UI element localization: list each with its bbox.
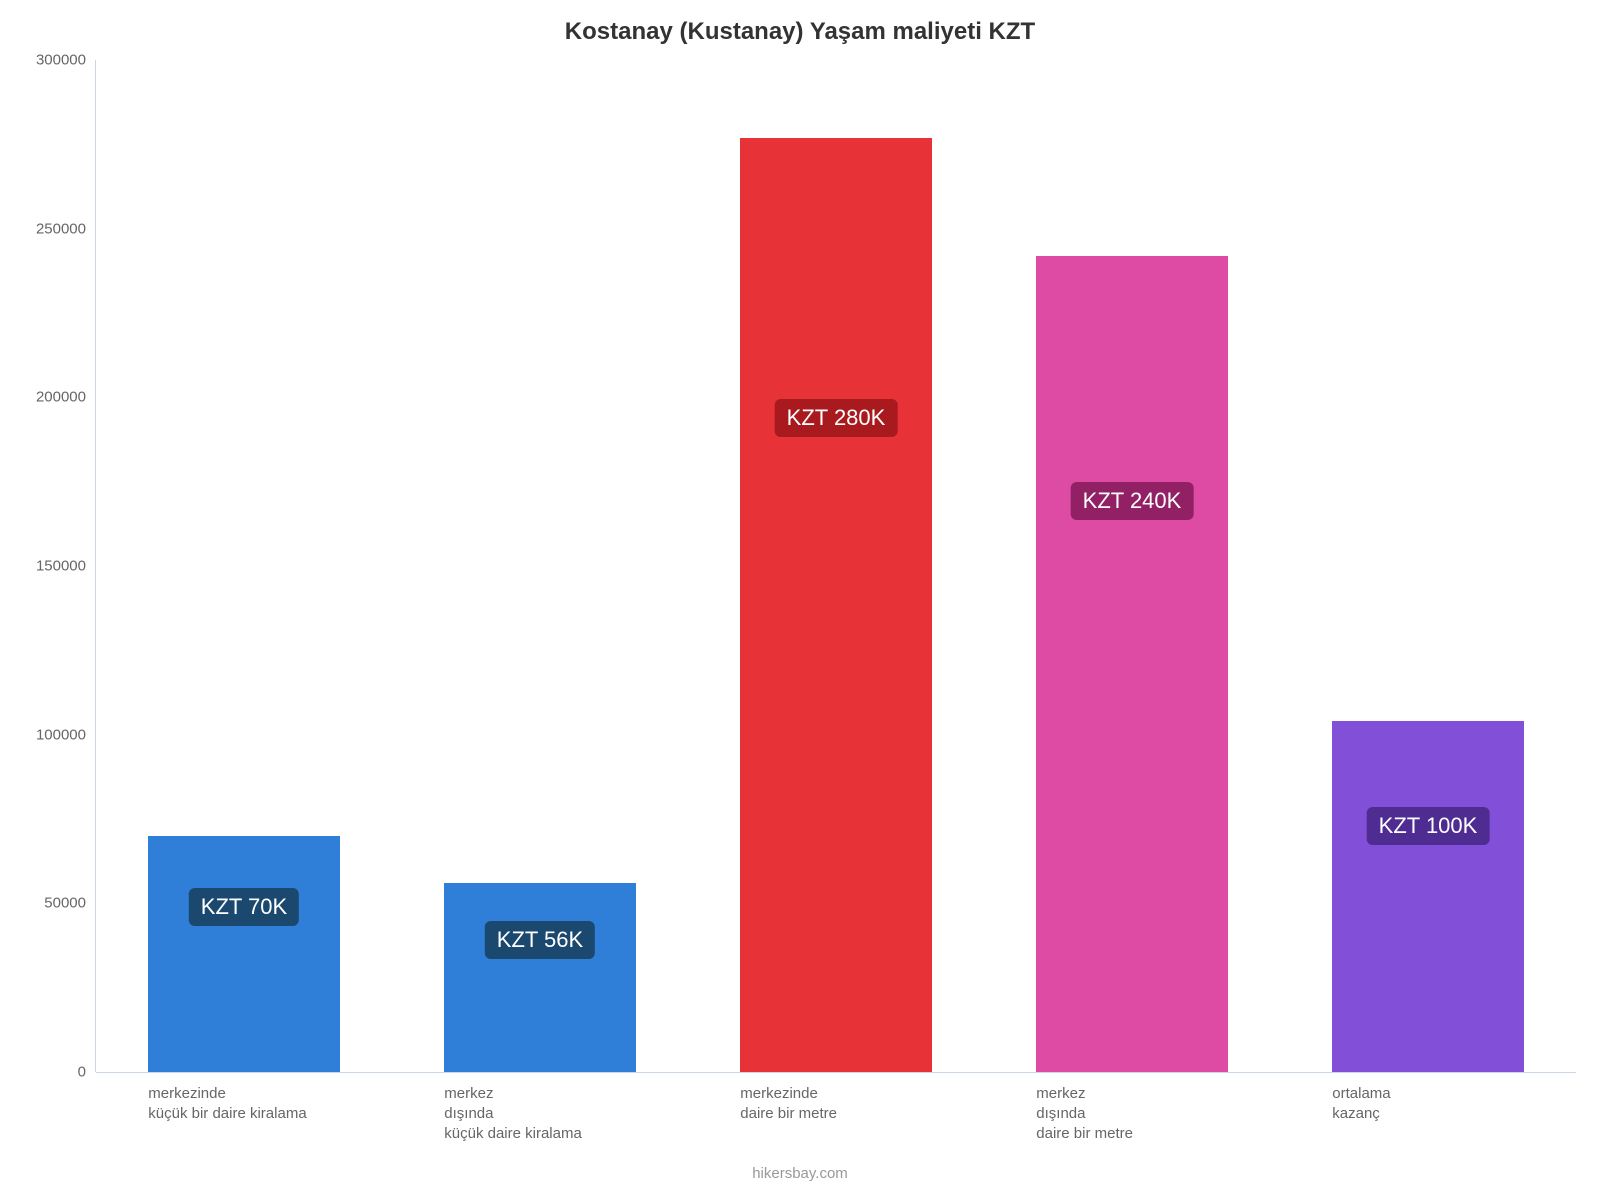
chart-title: Kostanay (Kustanay) Yaşam maliyeti KZT — [0, 18, 1600, 46]
bar — [148, 836, 339, 1072]
bar-value-badge: KZT 100K — [1367, 807, 1490, 845]
y-tick-label: 50000 — [44, 895, 96, 912]
x-tick-label: merkezindeküçük bir daire kiralama — [148, 1072, 339, 1124]
bar — [1332, 721, 1523, 1072]
bar-value-badge: KZT 240K — [1071, 482, 1194, 520]
y-tick-label: 250000 — [36, 220, 96, 237]
bar — [1036, 256, 1227, 1072]
y-tick-label: 200000 — [36, 389, 96, 406]
bar — [740, 138, 931, 1072]
bar — [444, 883, 635, 1072]
x-tick-label: ortalamakazanç — [1332, 1072, 1523, 1124]
y-tick-label: 100000 — [36, 726, 96, 743]
bar-value-badge: KZT 56K — [485, 921, 595, 959]
x-tick-label: merkezdışındadaire bir metre — [1036, 1072, 1227, 1144]
x-tick-label: merkezdışındaküçük daire kiralama — [444, 1072, 635, 1144]
bar-value-badge: KZT 280K — [775, 399, 898, 437]
x-tick-label: merkezindedaire bir metre — [740, 1072, 931, 1124]
y-tick-label: 300000 — [36, 52, 96, 69]
y-tick-label: 150000 — [36, 558, 96, 575]
bar-value-badge: KZT 70K — [189, 888, 299, 926]
credits-text: hikersbay.com — [752, 1165, 848, 1182]
plot-area: 050000100000150000200000250000300000KZT … — [96, 60, 1576, 1072]
chart-container: Kostanay (Kustanay) Yaşam maliyeti KZT 0… — [0, 0, 1600, 1200]
y-tick-label: 0 — [78, 1064, 96, 1081]
